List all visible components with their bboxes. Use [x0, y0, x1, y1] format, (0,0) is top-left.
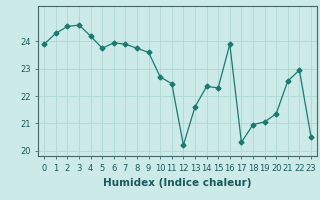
X-axis label: Humidex (Indice chaleur): Humidex (Indice chaleur): [103, 178, 252, 188]
